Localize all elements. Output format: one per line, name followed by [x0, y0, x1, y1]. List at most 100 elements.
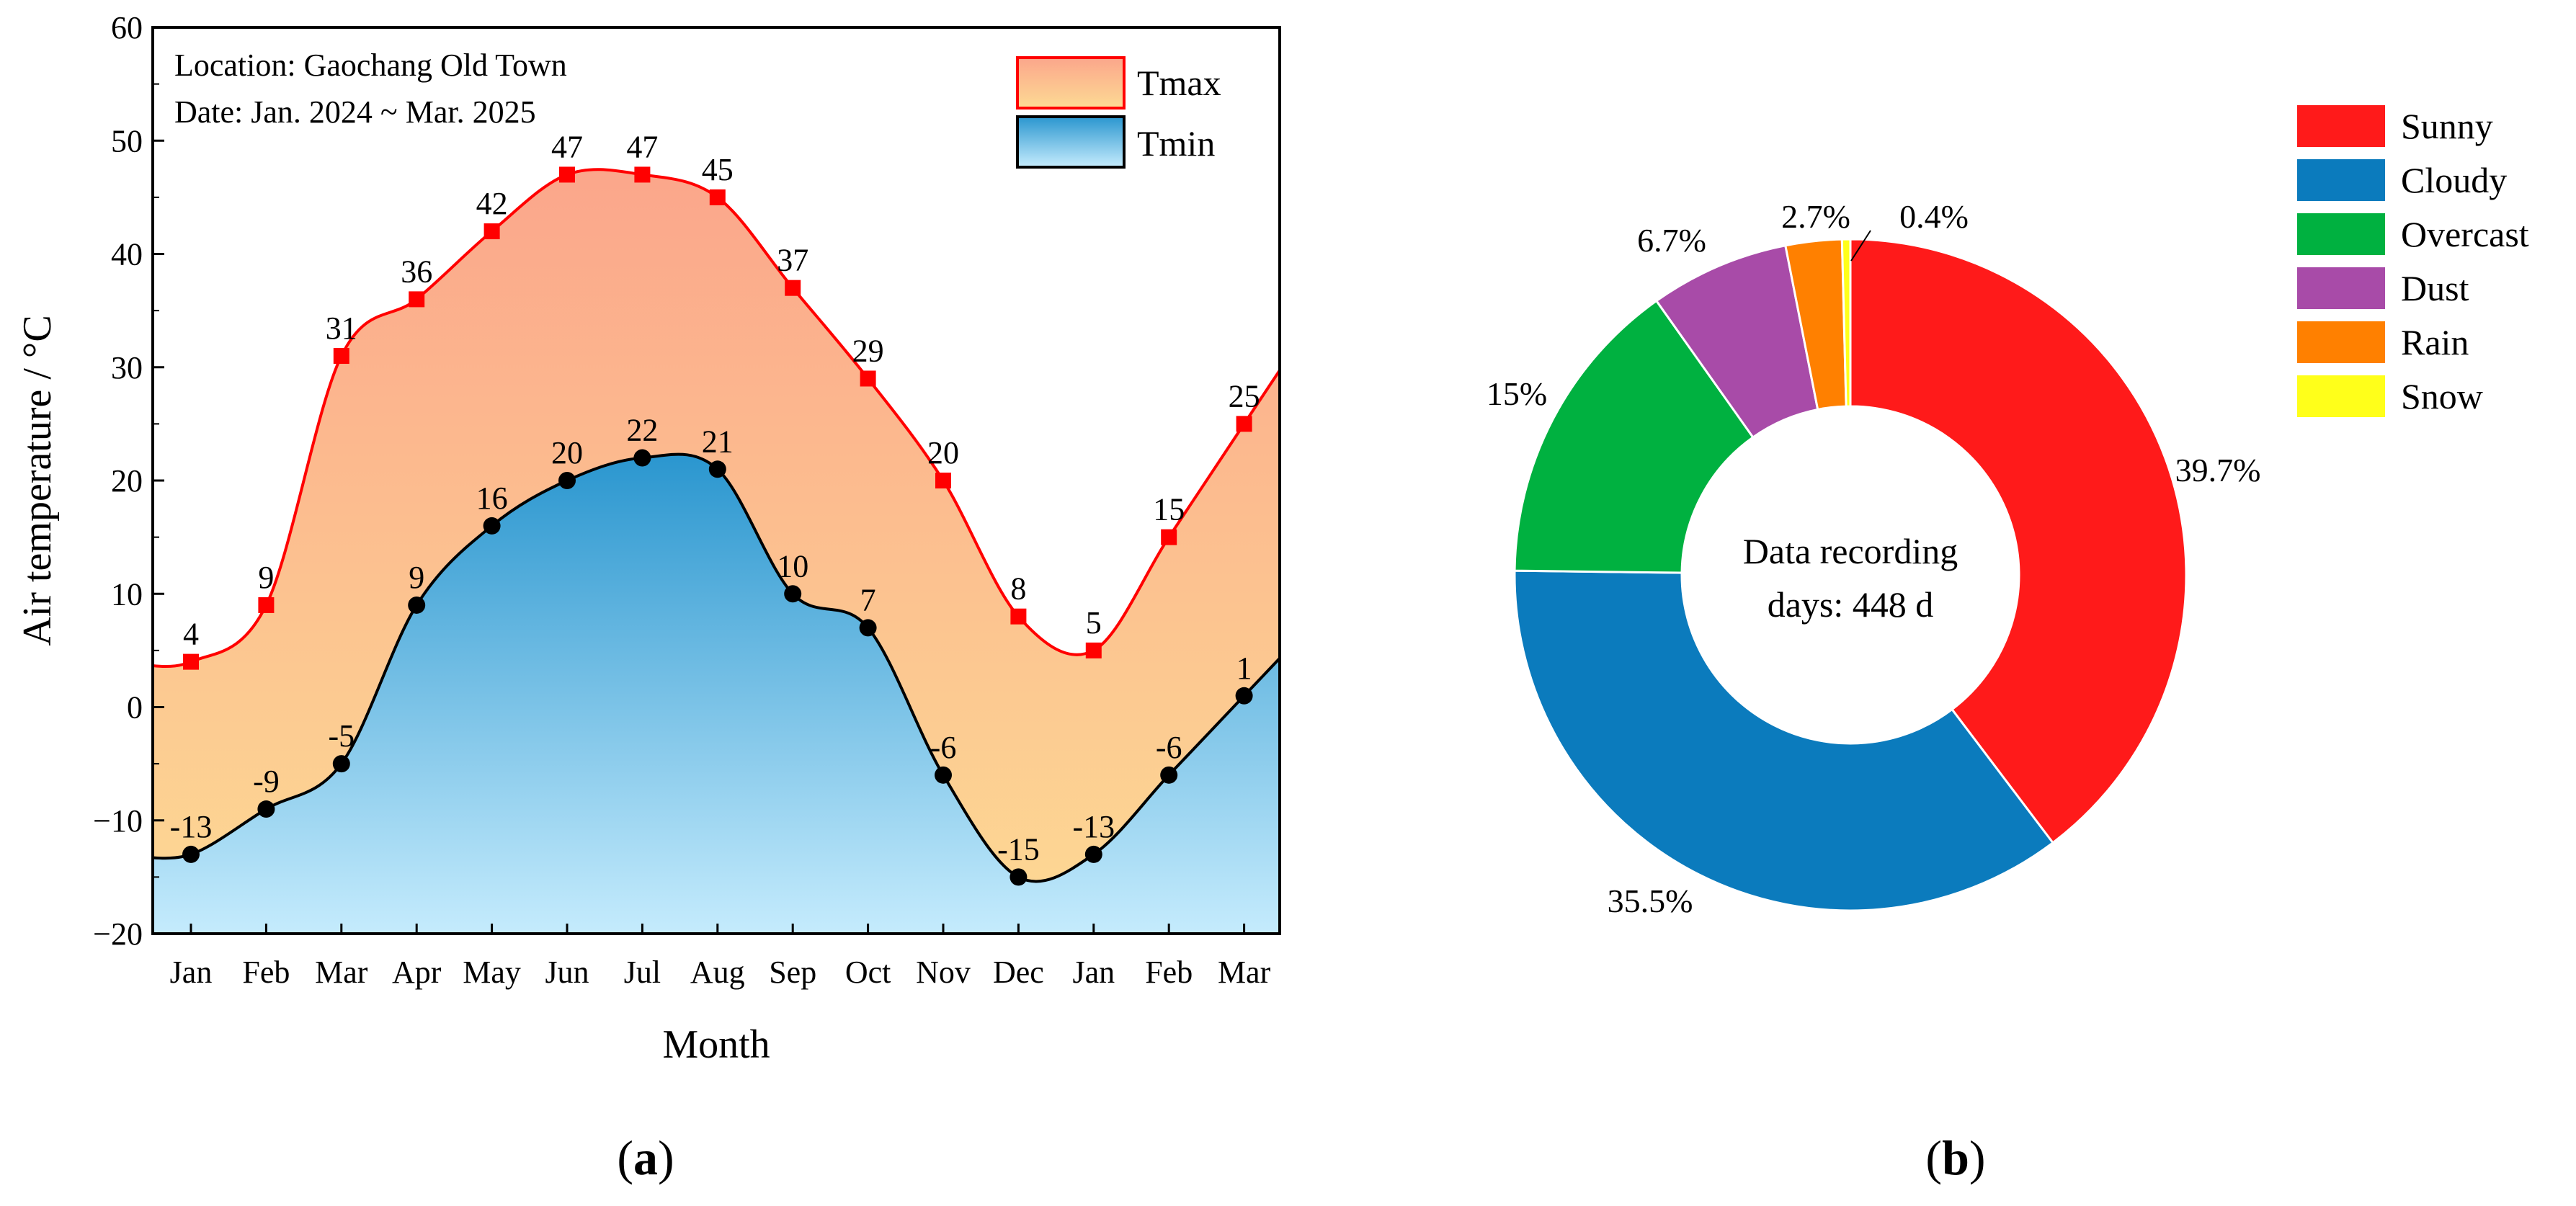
y-tick-label: 30: [111, 350, 143, 385]
slice-label-snow: 0.4%: [1899, 198, 1969, 235]
y-tick-label: 60: [111, 10, 143, 45]
x-axis-ticks: Jan Feb Mar Apr May Jun Jul Aug Sep Oct Nov Dec Jan F…: [170, 924, 1271, 990]
tmin-data-label: 20: [551, 435, 583, 470]
tmax-marker: [1236, 416, 1252, 432]
tmin-data-label: 22: [626, 413, 658, 448]
legend-label-sunny: Sunny: [2401, 106, 2493, 146]
x-axis-title: Month: [662, 1022, 770, 1067]
tmax-data-label: 5: [1086, 605, 1102, 640]
slice-snow: [1840, 238, 1852, 408]
x-tick-label: Apr: [392, 955, 442, 990]
tmin-marker: [708, 460, 726, 478]
donut-legend: Sunny Cloudy Overcast Dust Rain Snow: [2297, 105, 2529, 417]
tmin-data-label: -13: [1072, 809, 1115, 844]
slice-label-sunny: 39.7%: [2175, 452, 2261, 488]
y-tick-label: 40: [111, 237, 143, 272]
tmax-data-label: 20: [927, 435, 959, 470]
x-tick-label: Mar: [315, 955, 368, 990]
x-tick-label: Sep: [769, 955, 816, 990]
legend-swatch-sunny: [2297, 105, 2385, 147]
legend-label-snow: Snow: [2401, 376, 2483, 416]
x-tick-label: May: [463, 955, 521, 990]
tmin-data-label: -9: [253, 764, 280, 799]
tmax-data-label: 36: [401, 254, 432, 289]
tmin-data-label: 9: [409, 560, 424, 595]
tmin-data-label: -5: [328, 718, 355, 754]
tmax-line: [153, 168, 1280, 669]
slice-overcast: [1513, 299, 1755, 574]
tmin-data-label: 10: [777, 548, 808, 584]
tmax-marker: [1085, 642, 1102, 658]
series-markers: [182, 166, 1253, 886]
slice-sunny: [1849, 238, 2188, 844]
tmin-data-label: 21: [702, 424, 734, 459]
tmin-marker: [558, 472, 576, 489]
tmin-data-label: -15: [997, 831, 1040, 867]
tmax-marker: [409, 291, 425, 308]
tmax-data-label: 8: [1010, 571, 1026, 607]
tmax-legend-label: Tmax: [1137, 63, 1221, 103]
tmax-data-label: 47: [551, 129, 583, 164]
tmin-data-label: -6: [1156, 730, 1182, 765]
x-tick-label: Jun: [545, 955, 589, 990]
tmax-marker: [333, 348, 349, 365]
legend-swatch-rain: [2297, 321, 2385, 363]
legend-swatch-overcast: [2297, 213, 2385, 255]
donut-center-line2: days: 448 d: [1768, 584, 1934, 625]
slice-cloudy: [1513, 569, 2055, 912]
tmax-data-label: 9: [258, 560, 274, 595]
tmin-data-label: 16: [476, 481, 508, 516]
legend-swatch-snow: [2297, 375, 2385, 417]
tmin-area: [153, 454, 1280, 934]
y-tick-label: 50: [111, 123, 143, 158]
legend-label-cloudy: Cloudy: [2401, 160, 2507, 200]
x-tick-label: Feb: [242, 955, 290, 990]
x-tick-label: Jan: [1072, 955, 1115, 990]
y-tick-label: −10: [93, 803, 143, 839]
tmax-data-label: 25: [1229, 378, 1260, 414]
data-labels: 4 9 31 36 42 47 47 45 37 29 20 8 5 15 25 -13 -9 -5 9 16 20 22…: [170, 129, 1260, 867]
tmax-marker: [1161, 529, 1177, 545]
tmin-data-label: 7: [860, 582, 876, 617]
panel-label-b: (b): [1925, 1130, 1985, 1185]
panel-a-letter: a: [633, 1130, 658, 1185]
tmax-data-label: 15: [1153, 492, 1185, 527]
tmax-data-label: 45: [702, 152, 734, 187]
snow-leader-line: [1850, 230, 1871, 262]
tmin-marker: [1160, 766, 1178, 784]
x-tick-label: Jan: [170, 955, 213, 990]
donut-center-line1: Data recording: [1743, 531, 1958, 571]
x-tick-label: Dec: [993, 955, 1044, 990]
y-tick-label: 0: [127, 690, 143, 725]
tmin-data-label: -13: [170, 809, 213, 844]
y-tick-label: −20: [93, 916, 143, 952]
tmax-data-label: 29: [852, 333, 884, 368]
tmin-data-label: 1: [1236, 651, 1252, 686]
tmax-marker: [634, 166, 651, 183]
tmin-legend-label: Tmin: [1137, 123, 1215, 164]
tmax-marker: [258, 597, 275, 613]
tmax-marker: [935, 473, 951, 488]
tmin-marker: [1010, 868, 1028, 886]
y-axis-title: Air temperature / °C: [15, 315, 60, 646]
tmax-legend-swatch: [1016, 56, 1126, 110]
date-annotation: Date: Jan. 2024 ~ Mar. 2025: [174, 94, 536, 130]
line-legend: Tmax Tmin: [1016, 56, 1221, 169]
tmax-marker: [1010, 608, 1027, 625]
tmin-marker: [182, 845, 200, 863]
slice-label-dust: 6.7%: [1637, 222, 1706, 259]
x-tick-label: Oct: [845, 955, 891, 990]
tmax-marker: [860, 370, 876, 387]
donut-slices: [1513, 238, 2188, 912]
x-tick-label: Aug: [690, 955, 745, 990]
tmin-legend-swatch: [1016, 115, 1126, 169]
tmax-data-label: 47: [626, 129, 658, 164]
temperature-chart: 4 9 31 36 42 47 47 45 37 29 20 8 5 15 25 -13 -9 -5 9 16 20 22…: [15, 10, 1281, 1185]
legend-label-overcast: Overcast: [2401, 214, 2529, 254]
y-tick-label: 20: [111, 463, 143, 499]
tmin-marker: [935, 766, 952, 784]
y-axis-ticks: −20 −10 0 10 20 30 40 50 60: [93, 10, 164, 952]
tmax-data-label: 4: [183, 617, 199, 652]
panel-b-letter: b: [1942, 1130, 1969, 1185]
